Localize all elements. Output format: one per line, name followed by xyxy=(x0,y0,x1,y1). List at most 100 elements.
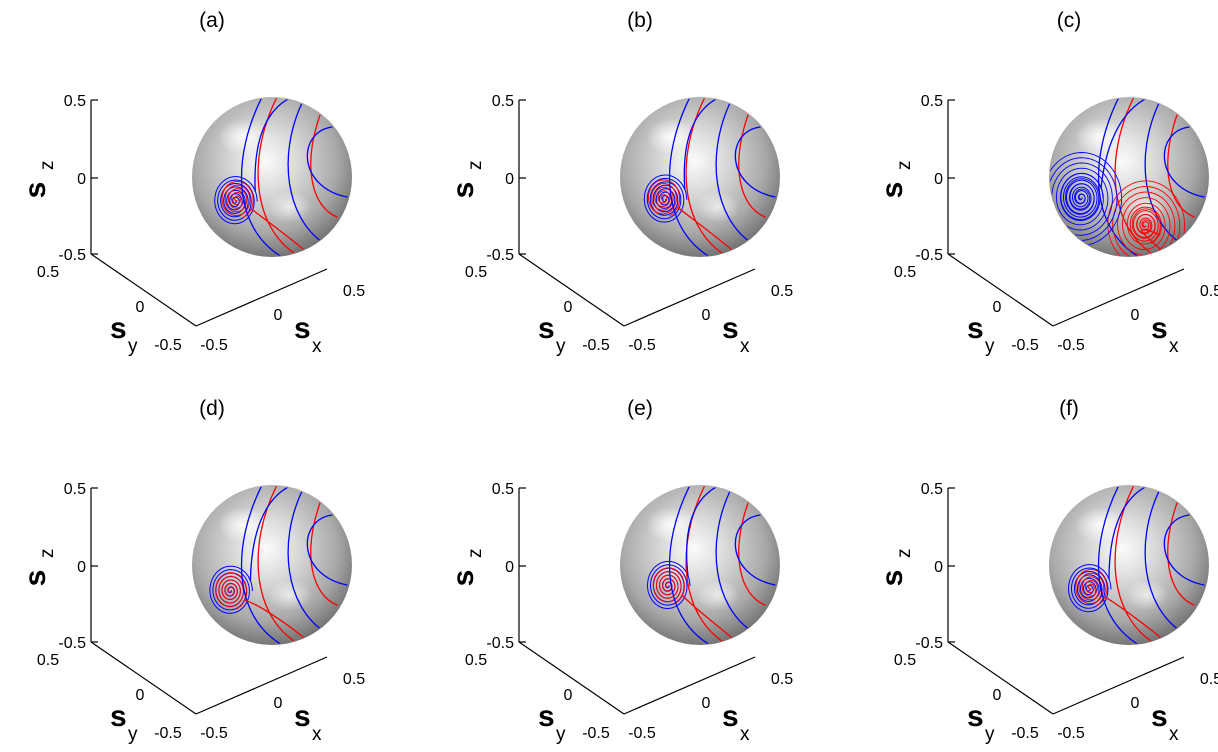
z-axis-label: sz xyxy=(19,549,58,587)
blue-trajectory xyxy=(1144,490,1180,631)
y-axis-label-sub: y xyxy=(985,336,995,357)
x-tick-label: -0.5 xyxy=(628,725,656,742)
blue-trajectory xyxy=(1163,514,1205,586)
trajectory-group xyxy=(209,486,348,644)
x-tick-label: 0 xyxy=(702,307,711,324)
y-tick-label: -0.5 xyxy=(1011,337,1039,354)
blue-trajectory xyxy=(668,98,711,256)
svg-text:z: z xyxy=(465,161,486,171)
red-spiral-trajectory xyxy=(647,179,681,217)
y-tick-label: 0.5 xyxy=(465,264,487,281)
x-axis-label: s xyxy=(294,312,311,345)
sphere-highlight xyxy=(646,507,698,543)
blue-spiral-trajectory xyxy=(214,176,258,225)
sphere-highlight xyxy=(646,119,698,155)
svg-text:z: z xyxy=(465,549,486,559)
y-axis-line xyxy=(947,253,1054,327)
x-tick-label: -0.5 xyxy=(200,725,228,742)
x-axis-line xyxy=(1052,656,1185,715)
z-tick-label: 0 xyxy=(505,171,514,188)
y-tick-label: -0.5 xyxy=(582,337,610,354)
x-axis-label: s xyxy=(294,700,311,733)
y-tick-label: 0 xyxy=(993,687,1002,704)
svg-text:s: s xyxy=(876,570,909,587)
blue-trajectory xyxy=(240,486,283,644)
blue-trajectory xyxy=(715,490,751,631)
red-trajectory xyxy=(310,502,338,606)
y-axis-line xyxy=(947,641,1054,715)
z-tick-label: 0.5 xyxy=(921,93,943,110)
y-axis-label-sub: y xyxy=(985,724,995,745)
red-trajectory xyxy=(310,114,338,218)
y-axis-label: s xyxy=(967,312,984,345)
x-tick-label: 0 xyxy=(702,695,711,712)
svg-text:s: s xyxy=(447,570,480,587)
svg-text:z: z xyxy=(894,549,915,559)
blue-trajectory xyxy=(1163,126,1205,198)
y-tick-label: 0.5 xyxy=(894,264,916,281)
x-axis-label-sub: x xyxy=(1169,724,1179,745)
blue-trajectory xyxy=(240,98,283,256)
y-tick-label: 0.5 xyxy=(894,652,916,669)
blue-trajectory xyxy=(306,514,348,586)
svg-text:z: z xyxy=(894,161,915,171)
z-tick-label: 0 xyxy=(934,171,943,188)
bloch-sphere-surface xyxy=(620,97,780,257)
z-axis-label: sz xyxy=(876,549,915,587)
red-trajectory xyxy=(1167,114,1195,218)
sphere-highlight xyxy=(696,191,740,223)
blue-trajectory xyxy=(306,126,348,198)
z-tick-label: -0.5 xyxy=(486,247,514,264)
bloch-sphere-surface xyxy=(192,485,352,645)
y-axis-label: s xyxy=(538,312,555,345)
y-axis-label: s xyxy=(967,700,984,733)
red-trajectory xyxy=(738,502,766,606)
z-axis-label: sz xyxy=(19,161,58,199)
blue-trajectory xyxy=(287,490,323,631)
x-tick-label: 0.5 xyxy=(1200,283,1218,300)
red-spiral-trajectory xyxy=(1075,569,1108,607)
panel-label: (d) xyxy=(199,397,225,420)
red-spiral-trajectory xyxy=(221,181,254,219)
x-axis-label: s xyxy=(722,700,739,733)
blue-trajectory xyxy=(1097,486,1140,644)
red-trajectory xyxy=(1167,502,1195,606)
svg-text:z: z xyxy=(37,161,58,171)
y-tick-label: -0.5 xyxy=(154,337,182,354)
x-tick-label: 0.5 xyxy=(771,671,793,688)
z-tick-label: -0.5 xyxy=(915,635,943,652)
blue-trajectory xyxy=(1097,98,1140,256)
z-tick-label: 0 xyxy=(77,171,86,188)
z-tick-label: 0 xyxy=(934,559,943,576)
z-axis-label: sz xyxy=(447,549,486,587)
x-axis-label: s xyxy=(1151,700,1168,733)
x-axis-label-sub: x xyxy=(740,724,750,745)
x-axis-label-sub: x xyxy=(740,336,750,357)
bloch-sphere-surface xyxy=(620,485,780,645)
z-tick-label: -0.5 xyxy=(58,635,86,652)
sphere-highlight xyxy=(218,507,270,543)
red-spiral-trajectory xyxy=(215,572,248,610)
z-tick-label: 0 xyxy=(77,559,86,576)
blue-trajectory xyxy=(1144,102,1180,243)
z-tick-label: 0.5 xyxy=(64,481,86,498)
svg-text:s: s xyxy=(876,182,909,199)
z-tick-label: -0.5 xyxy=(58,247,86,264)
sphere-highlight xyxy=(1125,579,1169,611)
y-axis-label: s xyxy=(538,700,555,733)
y-axis-label: s xyxy=(110,700,127,733)
x-tick-label: 0.5 xyxy=(343,283,365,300)
bloch-sphere-surface xyxy=(1049,485,1209,645)
x-tick-label: 0.5 xyxy=(1200,671,1218,688)
y-tick-label: 0.5 xyxy=(37,264,59,281)
y-tick-label: 0 xyxy=(136,687,145,704)
y-axis-label-sub: y xyxy=(128,336,138,357)
y-tick-label: -0.5 xyxy=(154,725,182,742)
y-tick-label: 0 xyxy=(993,299,1002,316)
x-axis-label: s xyxy=(722,312,739,345)
x-tick-label: 0 xyxy=(1131,695,1140,712)
z-tick-label: 0.5 xyxy=(492,481,514,498)
